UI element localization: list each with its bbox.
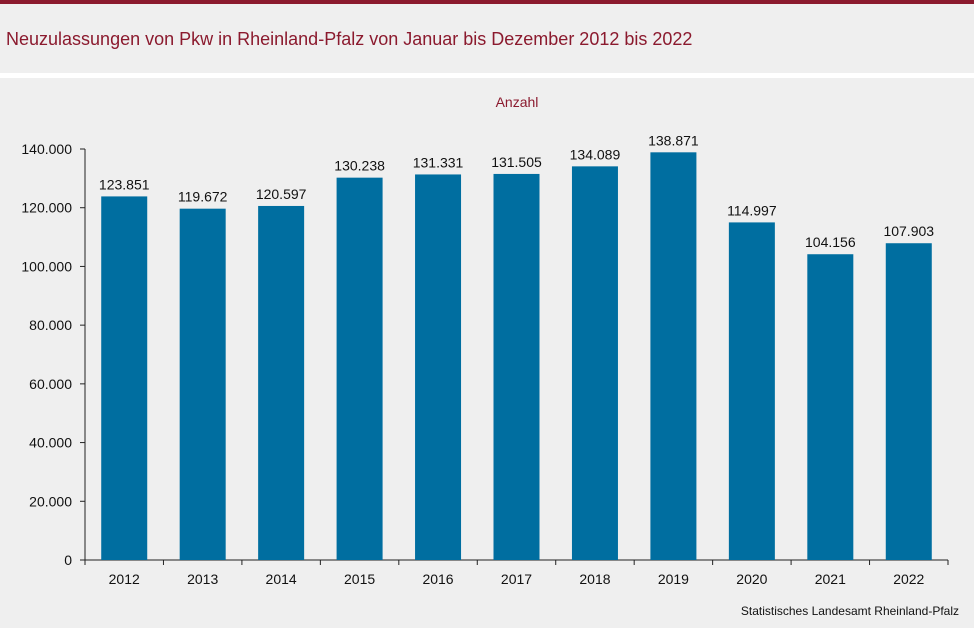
bar [728, 222, 775, 560]
bar [650, 152, 697, 560]
bar-value-label: 134.089 [570, 146, 621, 162]
y-tick-label: 80.000 [29, 317, 72, 333]
y-tick-label: 120.000 [21, 200, 72, 216]
header-divider [0, 73, 974, 78]
bar [807, 254, 854, 561]
x-tick-label: 2014 [266, 571, 297, 587]
bar-value-label: 114.997 [727, 202, 777, 218]
bar-value-label: 131.505 [491, 154, 542, 170]
bar-value-label: 104.156 [805, 234, 856, 250]
bar [101, 196, 148, 560]
x-tick-label: 2016 [422, 571, 453, 587]
x-tick-label: 2012 [109, 571, 140, 587]
bar-value-label: 138.871 [648, 132, 699, 148]
bar-value-label: 119.672 [178, 189, 228, 205]
chart-title: Neuzulassungen von Pkw in Rheinland-Pfal… [6, 29, 693, 49]
x-tick-label: 2022 [893, 571, 924, 587]
y-tick-label: 100.000 [21, 258, 72, 274]
top-accent-bar [0, 0, 974, 4]
x-tick-label: 2018 [579, 571, 610, 587]
bar-value-label: 123.851 [99, 176, 150, 192]
x-tick-label: 2021 [815, 571, 846, 587]
bar-value-label: 120.597 [256, 186, 307, 202]
source-note: Statistisches Landesamt Rheinland-Pfalz [740, 604, 959, 618]
y-tick-label: 60.000 [29, 376, 72, 392]
y-tick-label: 140.000 [21, 141, 72, 157]
bar-value-label: 131.331 [413, 154, 464, 170]
x-tick-label: 2020 [736, 571, 767, 587]
y-tick-label: 40.000 [29, 435, 72, 451]
x-tick-label: 2019 [658, 571, 689, 587]
bar [336, 177, 383, 560]
bar [885, 243, 932, 561]
y-tick-label: 20.000 [29, 493, 72, 509]
bar-value-label: 130.238 [334, 158, 385, 174]
x-tick-label: 2013 [187, 571, 218, 587]
x-tick-label: 2017 [501, 571, 532, 587]
x-tick-label: 2015 [344, 571, 375, 587]
bar [571, 166, 618, 560]
bar [179, 208, 226, 561]
y-tick-label: 0 [64, 552, 72, 568]
bar [258, 205, 305, 560]
bar [493, 173, 540, 560]
y-axis-unit-label: Anzahl [495, 94, 539, 110]
bar [415, 174, 462, 560]
bar-value-label: 107.903 [883, 223, 934, 239]
